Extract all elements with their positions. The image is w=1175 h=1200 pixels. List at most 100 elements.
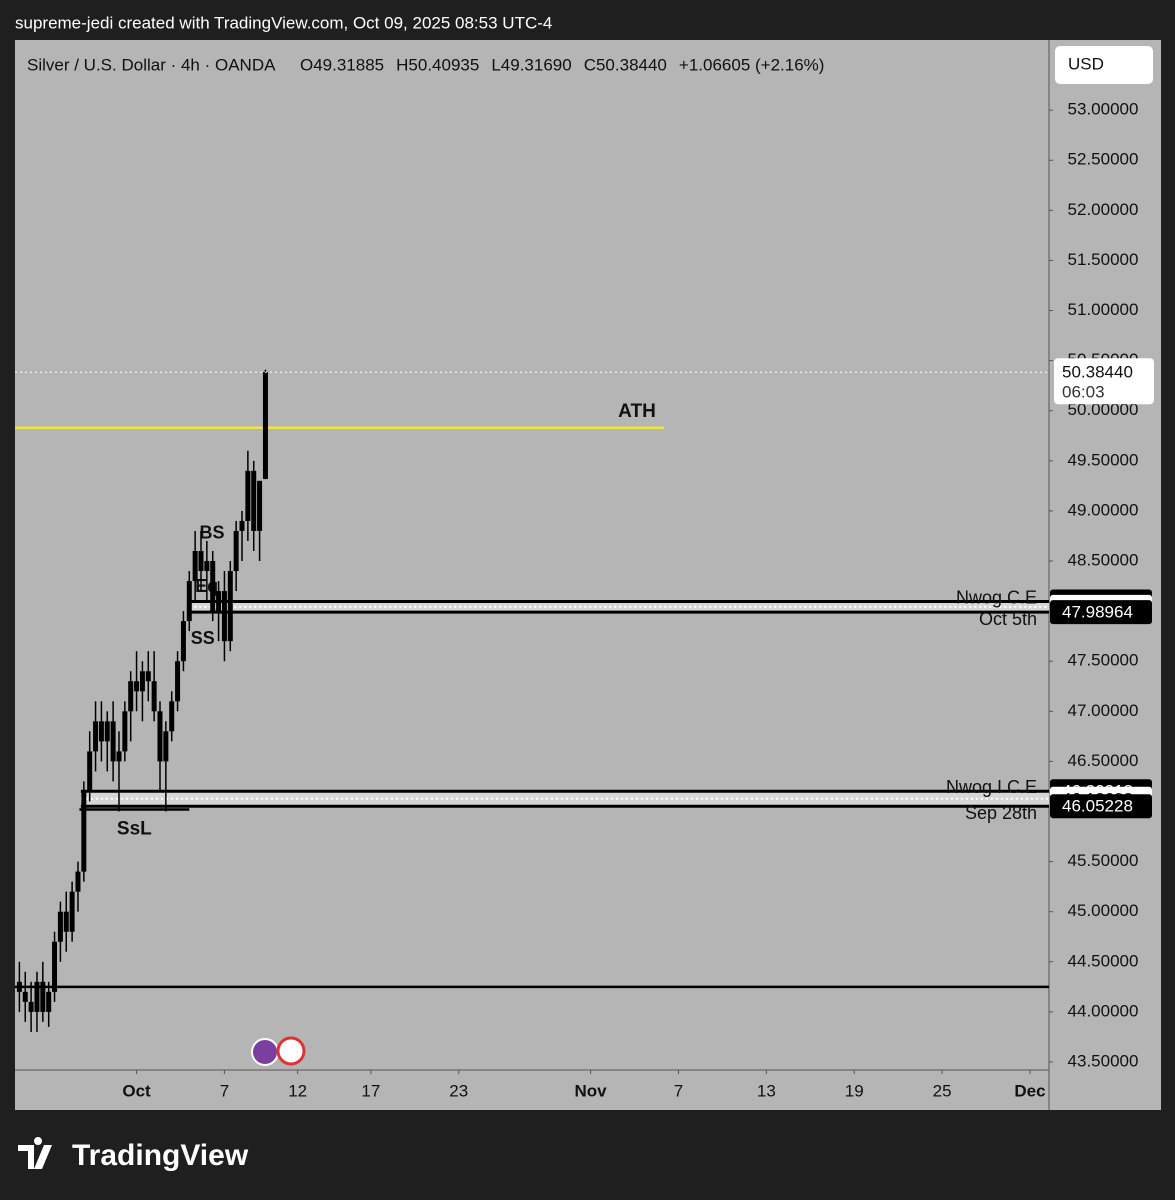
y-tick-label: 45.00000 — [1068, 901, 1139, 920]
candle-body — [157, 711, 163, 762]
candle-body — [145, 671, 151, 682]
zone-date: Sep 28th — [965, 803, 1037, 823]
y-tick-label: 52.00000 — [1068, 200, 1139, 219]
candle-body — [257, 480, 263, 531]
ohlc-legend: O49.31885 H50.40935 L49.31690 C50.38440 +1.0… — [300, 55, 824, 74]
candle-body — [262, 372, 268, 479]
candle-body — [186, 581, 192, 622]
zone-label: Nwog I C.E — [946, 777, 1037, 797]
candle-body — [75, 871, 81, 892]
candle-body — [227, 571, 233, 642]
candle-body — [87, 751, 93, 792]
annotation: BS — [200, 523, 225, 543]
y-tick-label: 51.00000 — [1068, 300, 1139, 319]
annotation: SS — [191, 628, 215, 648]
candle-body — [245, 470, 251, 521]
candle-body — [98, 721, 104, 742]
x-tick-label: 13 — [757, 1081, 776, 1100]
legend-value: +1.06605 (+2.16%) — [679, 55, 825, 74]
y-tick-label: 45.50000 — [1068, 851, 1139, 870]
x-tick-label: 23 — [449, 1081, 468, 1100]
currency-label[interactable]: USD — [1068, 54, 1104, 73]
x-tick-label: 7 — [674, 1081, 683, 1100]
price-tag — [1050, 600, 1152, 625]
candle-body — [104, 721, 110, 742]
x-tick-label: 17 — [361, 1081, 380, 1100]
badge — [251, 1038, 279, 1066]
y-tick-label: 47.00000 — [1068, 701, 1139, 720]
logo: TradingView — [18, 1137, 249, 1172]
y-tick-label: 46.50000 — [1068, 751, 1139, 770]
candle-body — [239, 520, 245, 531]
header: supreme-jedi created with TradingView.co… — [15, 13, 552, 32]
brand: TradingView — [72, 1139, 249, 1172]
candle-body — [233, 530, 239, 572]
x-tick-label: Oct — [122, 1081, 151, 1100]
candle-body — [34, 981, 40, 1012]
countdown: 06:03 — [1062, 383, 1105, 402]
candle-body — [134, 681, 140, 692]
x-tick-label: 19 — [845, 1081, 864, 1100]
candle-body — [52, 941, 58, 992]
candle-body — [40, 981, 46, 1012]
x-tick-label: 12 — [288, 1081, 307, 1100]
candle-body — [128, 681, 134, 712]
legend-value: O49.31885 — [300, 55, 384, 74]
legend-value: C50.38440 — [584, 55, 667, 74]
price-tag-label: 46.05228 — [1062, 797, 1133, 816]
y-tick-label: 48.50000 — [1068, 550, 1139, 569]
candle-body — [151, 681, 157, 712]
candle-body — [57, 911, 63, 942]
legend-value: H50.40935 — [396, 55, 479, 74]
y-tick-label: 52.50000 — [1068, 150, 1139, 169]
chart-panel — [15, 40, 1161, 1110]
candle-body — [22, 991, 28, 1002]
zone-band — [80, 791, 1050, 807]
candle-body — [169, 701, 175, 732]
candle-body — [16, 981, 22, 992]
last-price-tag — [1054, 358, 1154, 405]
candle-body — [180, 621, 186, 662]
logo-icon — [18, 1137, 52, 1169]
y-tick-label: 43.50000 — [1068, 1051, 1139, 1070]
y-tick-label: 51.50000 — [1068, 250, 1139, 269]
candle-body — [192, 550, 198, 582]
legend-value: L49.31690 — [491, 55, 571, 74]
zone-label: Nwog C.E — [956, 587, 1037, 607]
badges — [251, 1036, 306, 1066]
candle-body — [46, 991, 52, 1012]
candle-body — [198, 550, 204, 572]
candle-body — [163, 731, 169, 762]
currency-button[interactable] — [1055, 46, 1153, 84]
y-tick-label: 50.00000 — [1068, 400, 1139, 419]
y-tick-label: 44.50000 — [1068, 951, 1139, 970]
x-tick-label: Nov — [575, 1081, 608, 1100]
candle-body — [221, 591, 227, 642]
candle-body — [63, 911, 69, 932]
candle-body — [139, 671, 145, 692]
y-tick-label: 53.00000 — [1068, 100, 1139, 119]
candle-body — [28, 1001, 34, 1012]
candle-body — [175, 661, 181, 702]
symbol-title: Silver / U.S. Dollar · 4h · OANDA — [27, 55, 276, 74]
candle-body — [210, 561, 216, 612]
level-label: SsL — [117, 819, 152, 840]
candle-body — [216, 591, 222, 612]
y-tick-label: 49.50000 — [1068, 450, 1139, 469]
price-tag — [1050, 794, 1152, 819]
y-tick-label: 44.00000 — [1068, 1001, 1139, 1020]
level-label: ATH — [618, 401, 656, 422]
x-tick-label: Dec — [1014, 1081, 1045, 1100]
candle-body — [110, 721, 116, 762]
zone-band — [189, 601, 1049, 613]
y-tick-label: 47.50000 — [1068, 651, 1139, 670]
candle-body — [81, 791, 87, 872]
x-tick-label: 7 — [220, 1081, 229, 1100]
candle-body — [122, 711, 128, 752]
candle-body — [93, 721, 99, 752]
x-tick-label: 25 — [933, 1081, 952, 1100]
price-tag-label: 47.98964 — [1062, 603, 1133, 622]
candle-body — [204, 561, 210, 572]
